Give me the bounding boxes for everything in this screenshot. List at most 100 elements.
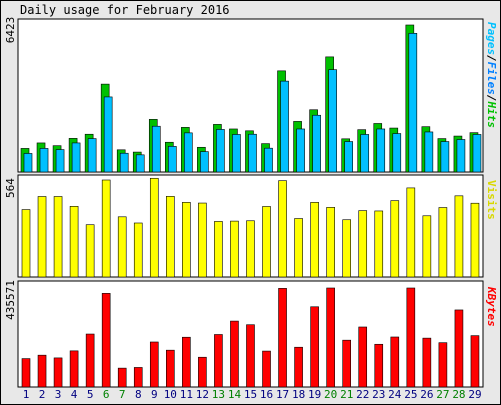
kbytes-bar-day-4 [69, 350, 79, 388]
visits-bar-day-20 [326, 207, 335, 278]
hits-bar-day-18 [296, 128, 305, 173]
day-label-3: 3 [55, 388, 62, 401]
kbytes-bar-day-3 [53, 357, 63, 388]
kbytes-bar-day-7 [117, 367, 127, 388]
hits-bar-day-4 [71, 142, 81, 173]
visits-bar-day-18 [294, 218, 303, 278]
kbytes-bar-day-18 [294, 346, 303, 388]
kbytes-bar-day-27 [438, 342, 448, 388]
kbytes-legend: KBytes [485, 286, 498, 327]
day-label-2: 2 [39, 388, 46, 401]
legend-hits: Hits [485, 101, 498, 129]
hits-bar-day-11 [184, 132, 193, 173]
day-label-15: 15 [244, 388, 257, 401]
day-label-4: 4 [71, 388, 78, 401]
kbytes-ymax-label: 435571 [4, 280, 17, 320]
hits-bar-day-26 [424, 131, 434, 173]
legend-pages: Pages [485, 22, 498, 55]
kbytes-bar-day-1 [21, 358, 31, 388]
hits-bar-day-27 [440, 141, 450, 173]
legend-sep-2: / [485, 95, 498, 102]
visits-bar-day-13 [214, 221, 223, 278]
visits-bar-day-28 [454, 195, 464, 278]
kbytes-bar-day-9 [149, 341, 159, 388]
day-label-21: 21 [340, 388, 353, 401]
day-label-10: 10 [164, 388, 177, 401]
visits-bar-day-4 [69, 206, 79, 278]
visits-bar-day-26 [422, 215, 432, 278]
visits-bar-day-24 [390, 200, 400, 278]
visits-bar-day-6 [101, 179, 111, 278]
visits-bar-day-21 [342, 219, 351, 278]
kbytes-bar-day-8 [133, 367, 143, 388]
hits-bar-day-2 [39, 148, 49, 173]
hits-bar-day-25 [408, 33, 418, 173]
day-label-24: 24 [388, 388, 402, 401]
day-label-23: 23 [372, 388, 385, 401]
day-label-13: 13 [212, 388, 225, 401]
kbytes-bar-day-26 [422, 337, 432, 388]
day-label-26: 26 [420, 388, 433, 401]
day-label-27: 27 [436, 388, 449, 401]
visits-bar-day-15 [246, 220, 255, 278]
day-label-8: 8 [135, 388, 142, 401]
day-label-14: 14 [228, 388, 242, 401]
hits-bar-day-1 [23, 153, 33, 173]
kbytes-bar-day-16 [262, 350, 271, 388]
hits-bar-day-3 [55, 149, 65, 173]
day-label-28: 28 [452, 388, 465, 401]
day-label-12: 12 [196, 388, 209, 401]
day-label-7: 7 [119, 388, 126, 401]
legend-sep-1: / [485, 55, 498, 62]
kbytes-bar-day-13 [214, 334, 223, 388]
hits-bar-day-23 [376, 128, 386, 173]
hits-bar-day-6 [103, 96, 113, 173]
visits-bar-day-27 [438, 207, 448, 278]
visits-legend: Visits [485, 180, 498, 220]
day-label-19: 19 [308, 388, 321, 401]
hits-bar-day-5 [87, 138, 97, 173]
kbytes-bar-day-10 [166, 349, 175, 388]
kbytes-bar-day-20 [326, 287, 335, 388]
kbytes-bar-day-21 [342, 339, 351, 388]
hits-bar-day-8 [135, 154, 145, 173]
kbytes-bar-day-29 [470, 335, 480, 388]
hits-bar-day-22 [360, 134, 370, 173]
hits-bar-day-24 [392, 133, 402, 173]
kbytes-bar-day-11 [182, 336, 191, 388]
hits-bar-day-17 [280, 80, 289, 173]
visits-ymax-label: 564 [4, 178, 17, 198]
visits-bar-day-5 [85, 224, 95, 278]
visits-bar-day-1 [21, 209, 31, 278]
hits-bar-day-14 [232, 134, 241, 173]
kbytes-bar-day-28 [454, 309, 464, 388]
kbytes-bar-day-23 [374, 343, 384, 388]
visits-bar-day-2 [37, 196, 47, 278]
visits-bar-day-8 [133, 222, 143, 278]
visits-bar-day-11 [182, 202, 191, 278]
day-label-25: 25 [404, 388, 417, 401]
kbytes-bar-day-14 [230, 320, 239, 388]
visits-bar-day-16 [262, 206, 271, 278]
kbytes-bar-day-17 [278, 288, 287, 388]
visits-bar-day-29 [470, 202, 480, 278]
chart-title: Daily usage for February 2016 [20, 3, 230, 17]
kbytes-bar-day-12 [198, 356, 207, 388]
hits-bar-day-20 [328, 69, 337, 173]
hits-bar-day-9 [151, 125, 161, 173]
visits-bar-day-12 [198, 202, 207, 278]
day-label-29: 29 [468, 388, 481, 401]
kbytes-bar-day-2 [37, 354, 47, 388]
hits-bar-day-28 [456, 139, 466, 173]
day-label-1: 1 [23, 388, 30, 401]
kbytes-bar-day-15 [246, 324, 255, 388]
day-label-17: 17 [276, 388, 289, 401]
hits-legend: Pages/Files/Hits [485, 22, 498, 128]
hits-bar-day-19 [312, 114, 321, 173]
day-label-6: 6 [103, 388, 110, 401]
visits-bar-day-3 [53, 196, 63, 278]
day-label-16: 16 [260, 388, 273, 401]
visits-bar-day-9 [149, 177, 159, 278]
kbytes-bar-day-6 [101, 293, 111, 388]
